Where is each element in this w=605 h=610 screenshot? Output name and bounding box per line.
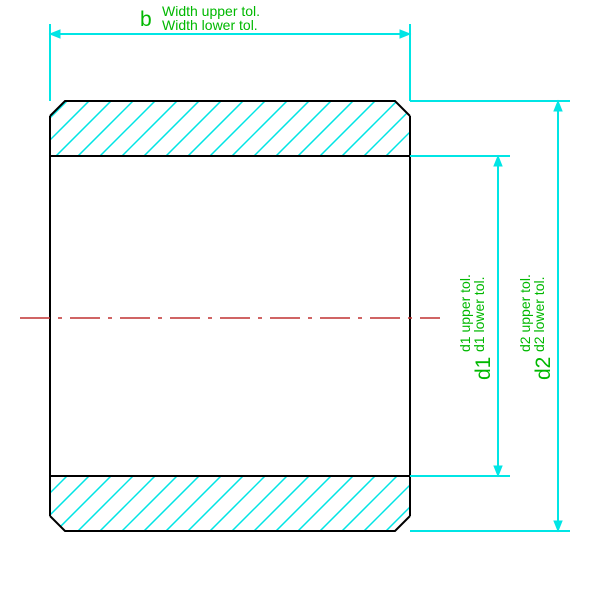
dim-d2-label: d2	[532, 357, 555, 380]
dim-d1-lower: d1 lower tol.	[471, 277, 487, 352]
dim-b-lower: Width lower tol.	[162, 17, 258, 33]
dim-b-label: b	[140, 8, 152, 31]
dim-d1-label: d1	[472, 357, 495, 380]
dim-d2-lower: d2 lower tol.	[531, 277, 547, 352]
